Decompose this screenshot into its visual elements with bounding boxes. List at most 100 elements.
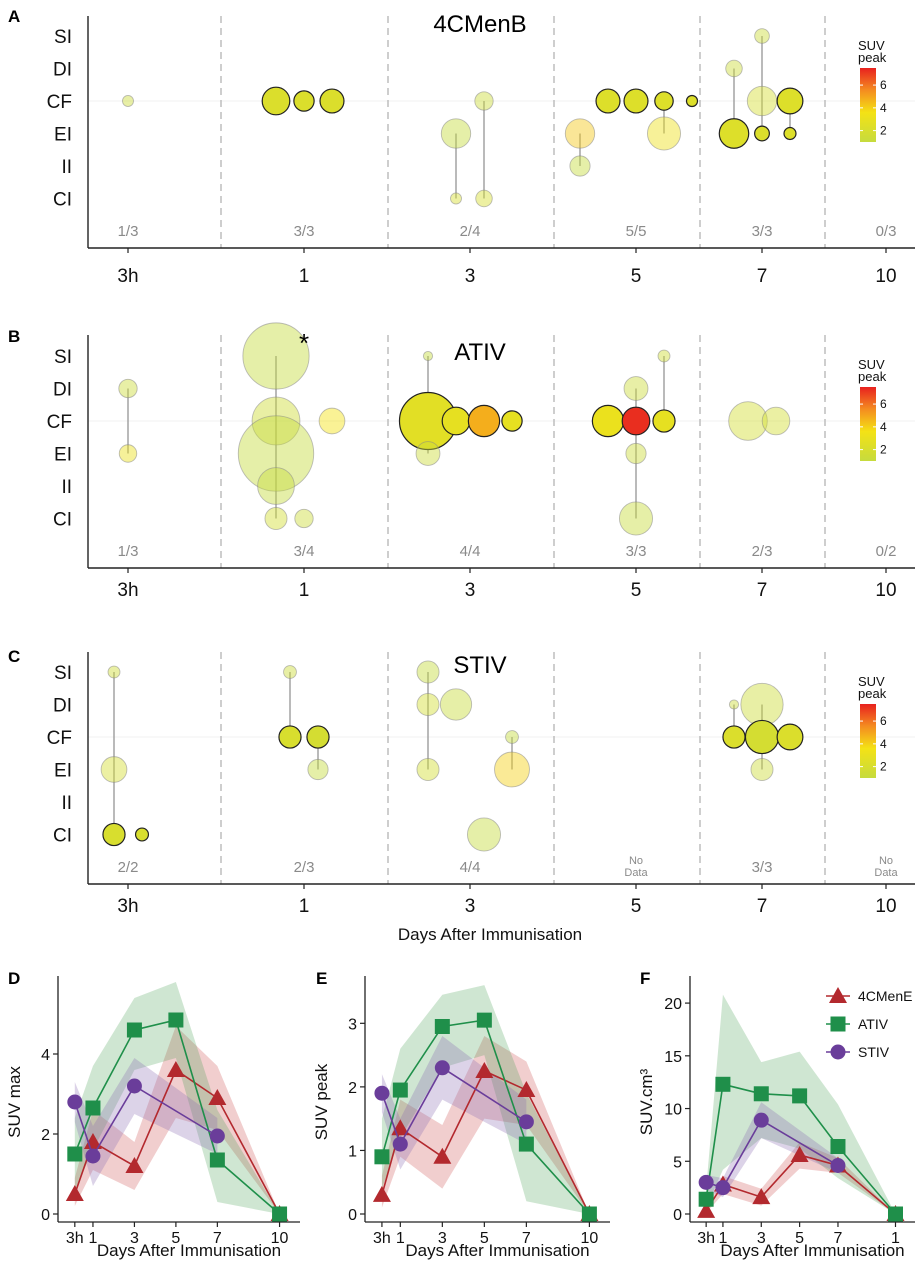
y-tick-label: EI — [54, 761, 72, 782]
data-point-stiv — [374, 1085, 390, 1101]
data-point-stiv — [715, 1180, 731, 1196]
y-tick-label: II — [61, 157, 72, 178]
ci-band-4cmenb — [381, 1036, 590, 1214]
data-point-stiv — [434, 1060, 450, 1076]
panel-label: D — [8, 969, 20, 988]
x-tick-label: 5 — [631, 580, 642, 601]
y-tick-label: 4 — [41, 1047, 50, 1064]
bubble-cf — [474, 91, 494, 111]
y-tick-label: EI — [54, 445, 72, 466]
y-tick-label: SI — [54, 347, 72, 368]
y-tick-label: DI — [53, 696, 72, 717]
panel-label: B — [8, 327, 20, 346]
bubbles — [122, 28, 804, 208]
x-tick-label: 3h — [117, 896, 138, 917]
x-tick-label: 7 — [522, 1230, 531, 1247]
bubble-si — [283, 665, 297, 679]
bubble-ei — [564, 118, 596, 149]
count-label: 4/4 — [460, 859, 481, 876]
data-point-ativ — [67, 1146, 83, 1162]
x-axis-title: Days After Immunisation — [405, 1241, 589, 1260]
data-point-4cmenb — [752, 1188, 771, 1205]
x-tick-label: 10 — [580, 1230, 598, 1247]
bubble-ei — [750, 758, 774, 781]
ci-band-ativ — [74, 982, 280, 1214]
x-axis-title: Days After Immunisation — [398, 925, 582, 944]
x-tick-label: 1 — [891, 1230, 900, 1247]
data-point-ativ — [434, 1018, 450, 1034]
ci-band-4cmenb — [74, 1026, 280, 1214]
legend-tick-label: 4 — [880, 420, 887, 434]
panel-title: ATIV — [454, 339, 506, 366]
y-tick-label: DI — [53, 60, 72, 81]
bubble-cf — [685, 94, 699, 108]
y-tick-label: 10 — [664, 1102, 682, 1119]
y-tick-label: 2 — [348, 1080, 357, 1097]
series-line-stiv — [381, 1066, 527, 1147]
y-tick-label: 5 — [673, 1154, 682, 1171]
bubble-ei — [307, 758, 329, 781]
bubble-ci — [475, 189, 493, 208]
count-label: 5/5 — [626, 223, 647, 240]
bubble-si — [422, 350, 434, 362]
legend-tick-label: 2 — [880, 760, 887, 774]
panel-label: E — [316, 969, 327, 988]
x-tick-label: 5 — [631, 266, 642, 287]
legend-tick-label: 6 — [880, 714, 887, 728]
bubble-cf — [746, 85, 778, 117]
x-tick-label: 3h — [66, 1230, 84, 1247]
x-tick-label: 10 — [271, 1230, 289, 1247]
bubble-ii — [257, 467, 295, 505]
legend-title-line1: SUV — [858, 357, 885, 372]
y-tick-label: 15 — [664, 1049, 682, 1066]
bubble-ci — [102, 822, 126, 847]
y-tick-label: CI — [53, 510, 72, 531]
legend-title-line1: SUV — [858, 38, 885, 53]
data-point-ativ — [168, 1012, 184, 1028]
bubble-ei — [237, 415, 315, 492]
panel-a: A 4CMenB SI DI CF EI II CI 3h 1 3 5 7 10 1/3 3/3 2/4 5/5 3… — [8, 7, 915, 287]
y-tick-label: 2 — [41, 1127, 50, 1144]
significance-asterisk: * — [299, 328, 309, 358]
x-tick-label: 7 — [757, 896, 768, 917]
bubble-cf — [621, 406, 651, 436]
legend-tick-label: 2 — [880, 124, 887, 138]
y-tick-label: SI — [54, 27, 72, 48]
data-point-4cmenb — [433, 1147, 452, 1164]
x-tick-label: 3 — [465, 896, 476, 917]
bubble-ci — [450, 192, 462, 205]
x-tick-label: 7 — [757, 266, 768, 287]
no-data-label: No — [629, 855, 643, 867]
connector-lines — [127, 356, 665, 519]
data-point-ativ — [581, 1206, 597, 1222]
data-point-4cmenb — [517, 1081, 536, 1098]
legend-title-line2: peak — [858, 369, 887, 384]
data-point-ativ — [272, 1206, 288, 1222]
bubble-di — [725, 59, 743, 78]
legend-tick-label: 6 — [880, 397, 887, 411]
x-tick-label: 3 — [130, 1230, 139, 1247]
x-tick-label: 5 — [480, 1230, 489, 1247]
bubbles — [118, 322, 791, 536]
x-tick-label: 3h — [117, 580, 138, 601]
bubble-cf — [654, 91, 674, 111]
bubble-cf — [251, 396, 301, 446]
y-tick-label: 0 — [348, 1207, 357, 1224]
bubble-ei — [416, 758, 440, 781]
bubble-ei — [646, 116, 682, 151]
legend-tick-label: 4 — [880, 101, 887, 115]
data-point-4cmenb — [697, 1201, 716, 1218]
ci-band-4cmenb — [706, 1142, 896, 1214]
bubble-cf — [306, 725, 330, 749]
y-tick-label: 20 — [664, 996, 682, 1013]
y-tick-label: II — [61, 477, 72, 498]
y-tick-label: 0 — [41, 1207, 50, 1224]
count-label: 0/3 — [876, 223, 897, 240]
series-line-stiv — [74, 1084, 218, 1158]
count-label: 1/3 — [118, 543, 139, 560]
data-point-4cmenb — [790, 1145, 809, 1162]
bubble-di — [118, 378, 138, 399]
legend-title-line1: SUV — [858, 674, 885, 689]
y-axis-title: SUV peak — [312, 1063, 331, 1140]
